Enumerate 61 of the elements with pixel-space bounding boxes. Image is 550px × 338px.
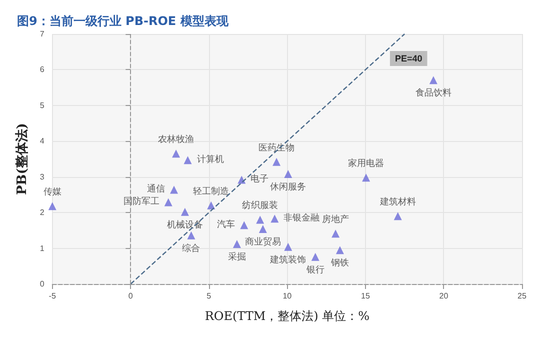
point [232, 240, 241, 248]
chart-title: 图9：当前一级行业 PB-ROE 模型表现 [17, 14, 230, 28]
data-label: 建筑材料 [378, 196, 416, 208]
point [164, 198, 172, 206]
point [270, 214, 279, 223]
data-label: 商业贸易 [244, 236, 281, 248]
data-label: 房地产 [322, 214, 350, 226]
point [284, 242, 292, 251]
point [180, 208, 189, 216]
point [311, 252, 320, 261]
series-label: PE=40 [394, 54, 422, 64]
x-axis-title: ROE(TTM，整体法) 单位：% [204, 309, 370, 323]
point [332, 230, 340, 238]
point [272, 158, 281, 166]
x-tick-label: 25 [518, 292, 527, 300]
point [170, 186, 178, 194]
data-label: 非银金融 [284, 212, 320, 224]
y-tick-label: 2 [40, 208, 45, 218]
data-label: 汽车 [217, 219, 236, 230]
data-label: 计算机 [196, 154, 224, 166]
point [187, 231, 196, 240]
x-tick-label: 20 [439, 292, 449, 300]
point [172, 150, 180, 158]
x-tick-label: 15 [360, 292, 370, 300]
data-label: 建筑装饰 [269, 254, 306, 266]
point [48, 202, 56, 210]
point [362, 174, 370, 182]
data-label: 钢铁 [330, 258, 349, 269]
data-label: 轻工制造 [193, 186, 230, 197]
point [207, 201, 216, 210]
data-label: 家用电器 [348, 158, 384, 170]
data-label: 通信 [146, 184, 165, 195]
data-label: 纺织服装 [242, 200, 278, 212]
data-label: 传媒 [43, 186, 62, 198]
y-tick-label: 7 [40, 30, 45, 38]
x-tick-label: 0 [128, 292, 134, 300]
x-tick-label: 10 [282, 292, 292, 300]
point [284, 170, 292, 178]
data-label: 农林牧渔 [158, 134, 194, 146]
point [336, 246, 344, 254]
point [240, 221, 248, 230]
y-tick-label: 0 [40, 280, 45, 288]
y-tick-label: 3 [40, 172, 45, 182]
data-label: 休闲服务 [270, 182, 306, 192]
data-label: 采掘 [228, 252, 246, 262]
point [394, 212, 402, 220]
data-label: 电子 [250, 174, 269, 185]
x-tick-label: 5 [206, 292, 212, 300]
point [184, 156, 192, 164]
y-axis-title: PB(整体法) [15, 122, 30, 196]
x-tick-label: -5 [48, 292, 56, 300]
y-tick-label: 6 [40, 65, 45, 74]
point [256, 216, 264, 224]
y-tick-label: 5 [40, 100, 45, 110]
data-label: 综合 [182, 242, 200, 254]
point [258, 225, 267, 233]
y-tick-label: 1 [40, 244, 45, 253]
data-label: 食品饮料 [415, 88, 452, 99]
data-label: 银行 [305, 264, 324, 276]
y-tick-label: 4 [40, 136, 45, 146]
point [429, 76, 438, 84]
